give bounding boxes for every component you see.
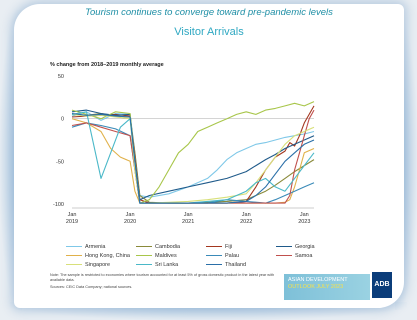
legend-item: Samoa [276,253,312,259]
legend-swatch [66,263,82,266]
legend-label: Sri Lanka [155,262,179,268]
legend-item: Armenia [66,244,105,250]
legend-swatch [206,263,222,266]
legend-label: Hong Kong, China [85,253,130,259]
chart-title: Visitor Arrivals [174,26,244,38]
legend-item: Singapore [66,262,110,268]
legend-swatch [66,254,82,257]
series-line [71,109,315,201]
legend-item: Sri Lanka [136,262,178,268]
chart-note: Note: The sample is restricted to econom… [50,273,275,282]
series-line [71,113,315,204]
legend-label: Cambodia [155,244,181,250]
x-tick-label: Jan 2023 [298,212,310,225]
legend-label: Samoa [295,253,313,259]
legend-item: Fiji [206,244,232,250]
legend-swatch [136,254,152,257]
x-tick-label: Jan 2021 [182,212,194,225]
series-line [71,101,315,204]
series-line [71,109,315,204]
legend-label: Armenia [85,244,106,250]
legend-swatch [136,245,152,248]
y-axis-unit-label: % change from 2018–2019 monthly average [50,62,164,68]
legend-label: Thailand [225,262,247,268]
chart-source: Sources: CEIC Data Company; national sou… [50,285,133,289]
legend-swatch [206,245,222,248]
legend-item: Palau [206,253,239,259]
legend-swatch [276,245,292,248]
series-line [71,111,315,204]
legend-label: Maldives [155,253,177,259]
adb-outlook-banner: ASIAN DEVELOPMENT OUTLOOK JULY 2023 [284,274,370,300]
x-tick-label: Jan 2022 [240,212,252,225]
y-tick-label: 0 [61,117,64,123]
banner-line-1: ASIAN DEVELOPMENT [288,277,348,283]
banner-line-2: OUTLOOK JULY 2023 [288,284,344,290]
legend-item: Thailand [206,262,246,268]
legend-swatch [276,254,292,257]
legend-label: Singapore [85,262,111,268]
y-tick-label: -100 [53,202,64,208]
series-line [71,112,315,204]
slide-card: Tourism continues to converge toward pre… [14,4,404,308]
x-tick-label: Jan 2020 [124,212,136,225]
legend-swatch [66,245,82,248]
legend-label: Georgia [295,244,315,250]
series-line [71,118,315,204]
y-tick-label: -50 [56,159,64,165]
legend-label: Palau [225,253,240,259]
x-tick-label: Jan 2019 [66,212,78,225]
legend-swatch [206,254,222,257]
legend-item: Georgia [276,244,315,250]
legend-item: Hong Kong, China [66,253,130,259]
legend-label: Fiji [225,244,233,250]
series-line [71,122,315,204]
series-line [71,111,315,198]
legend-item: Cambodia [136,244,180,250]
slide-headline: Tourism continues to converge toward pre… [85,7,333,18]
y-tick-label: 50 [58,74,64,80]
legend-swatch [136,263,152,266]
legend-item: Maldives [136,253,177,259]
adb-logo: ADB [372,272,392,298]
